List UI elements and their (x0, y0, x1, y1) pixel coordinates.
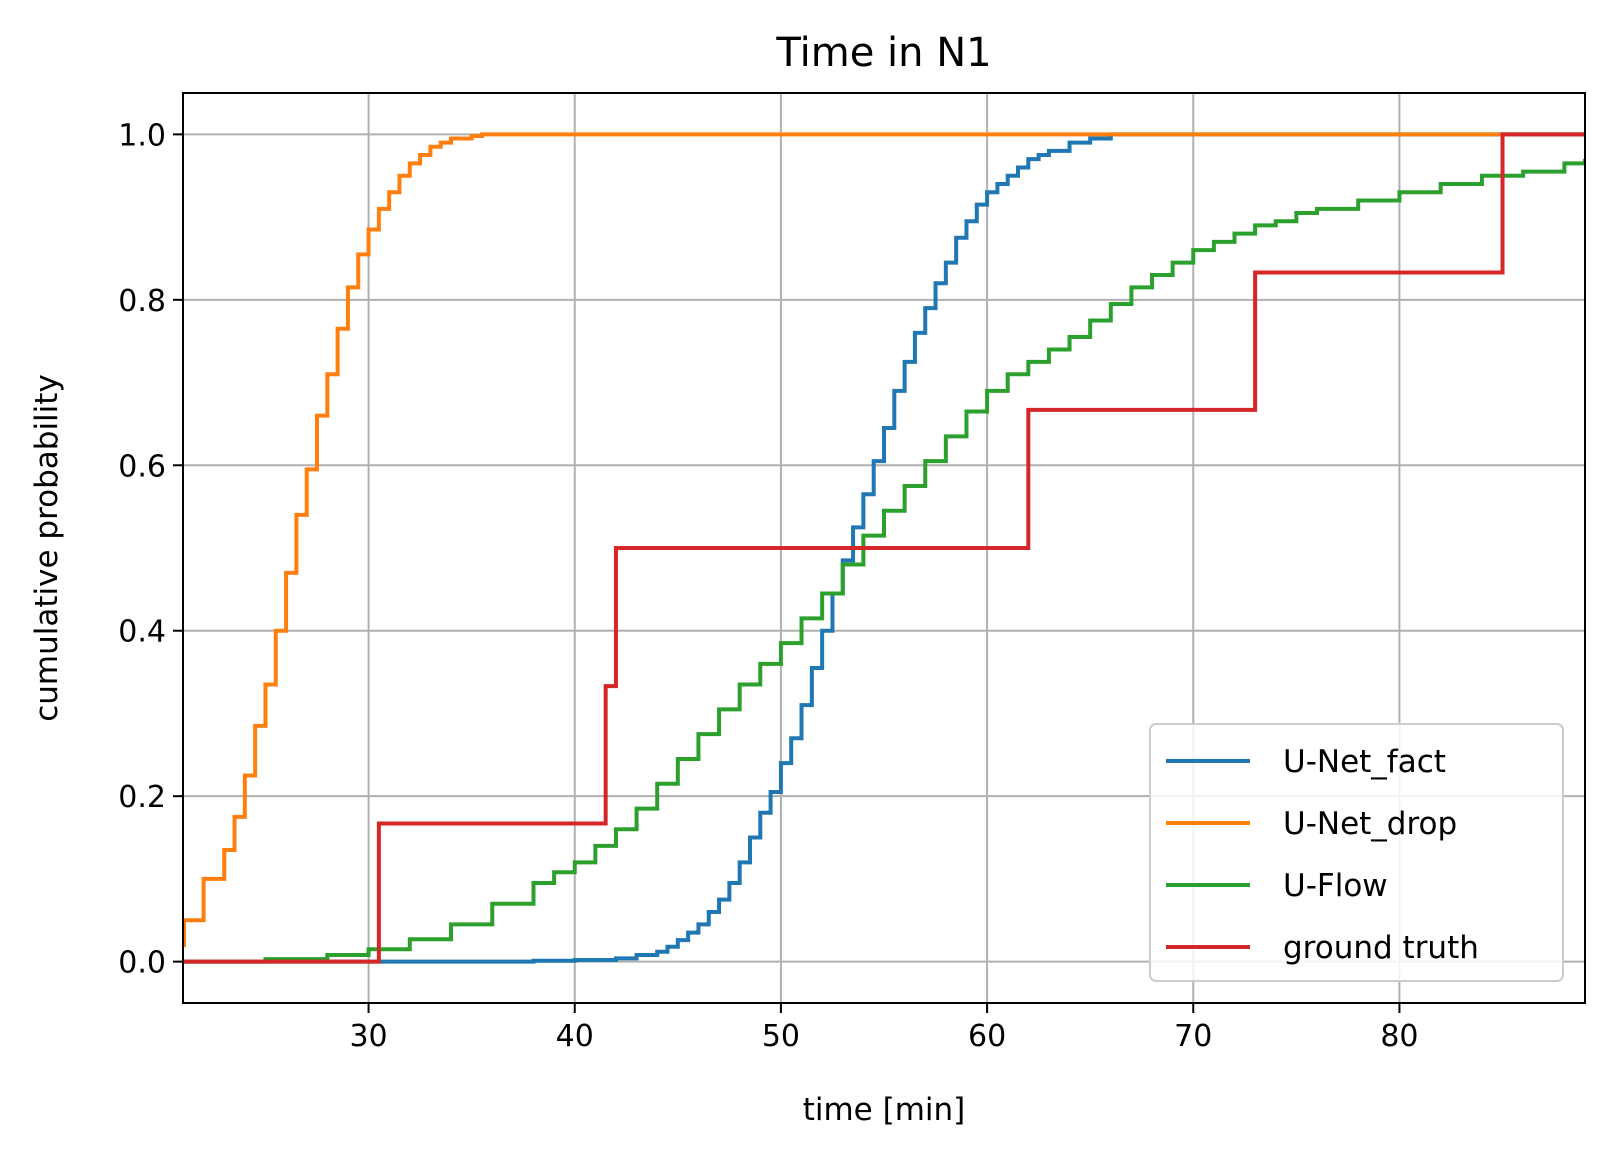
legend-box (1149, 723, 1564, 982)
x-axis-label: time [min] (803, 1092, 966, 1128)
legend-label: ground truth (1283, 930, 1479, 966)
series-line-u-net-drop (183, 132, 1585, 948)
legend-label: U-Flow (1283, 868, 1388, 904)
x-tick-label: 40 (556, 1019, 594, 1054)
legend-label: U-Net_drop (1283, 806, 1457, 842)
series-layer (183, 132, 1585, 964)
x-tick-label: 80 (1380, 1019, 1418, 1054)
series-line-u-flow (183, 158, 1585, 964)
x-tick-label: 60 (968, 1019, 1006, 1054)
y-tick-label: 0.6 (118, 449, 166, 484)
y-tick-label: 0.0 (118, 946, 166, 981)
series-line-u-net-fact (183, 132, 1585, 964)
x-axis-ticks: 30 40 50 60 70 80 (349, 1003, 1419, 1054)
series-line-ground-truth (183, 132, 1585, 964)
y-axis-label: cumulative probability (29, 374, 65, 722)
y-tick-label: 0.8 (118, 284, 166, 319)
x-tick-label: 50 (762, 1019, 800, 1054)
x-tick-label: 30 (349, 1019, 387, 1054)
x-tick-label: 70 (1174, 1019, 1212, 1054)
y-tick-label: 0.4 (118, 615, 166, 650)
chart-title: Time in N1 (775, 30, 991, 76)
plot-frame (182, 92, 1586, 1004)
y-tick-label: 0.2 (118, 780, 166, 815)
legend-label: U-Net_fact (1283, 744, 1446, 780)
y-tick-label: 1.0 (118, 118, 166, 153)
y-axis-ticks: 0.0 0.2 0.4 0.6 0.8 1.0 (118, 118, 183, 981)
legend: U-Net_fact U-Net_drop U-Flow ground truth (1149, 723, 1564, 982)
